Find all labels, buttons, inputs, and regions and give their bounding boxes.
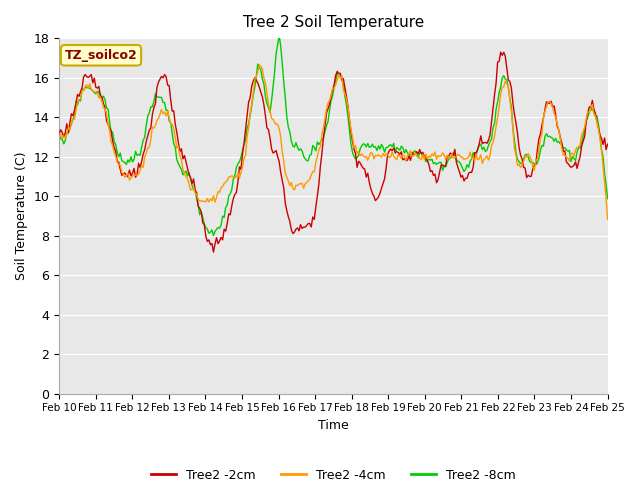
- X-axis label: Time: Time: [318, 419, 349, 432]
- Title: Tree 2 Soil Temperature: Tree 2 Soil Temperature: [243, 15, 424, 30]
- Legend: Tree2 -2cm, Tree2 -4cm, Tree2 -8cm: Tree2 -2cm, Tree2 -4cm, Tree2 -8cm: [147, 464, 520, 480]
- Y-axis label: Soil Temperature (C): Soil Temperature (C): [15, 152, 28, 280]
- Text: TZ_soilco2: TZ_soilco2: [65, 49, 138, 62]
